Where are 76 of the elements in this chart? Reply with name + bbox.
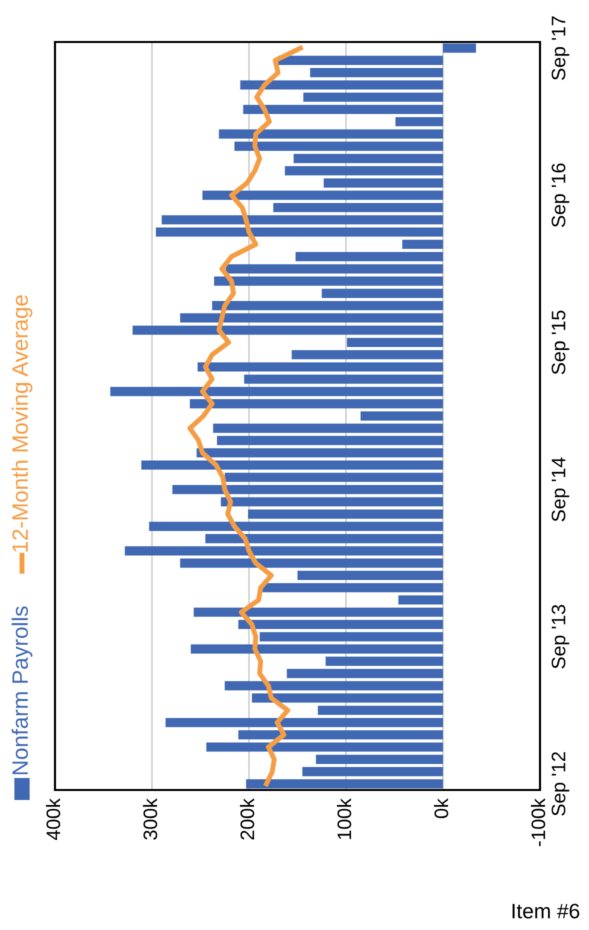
bar bbox=[296, 252, 443, 262]
bar bbox=[246, 779, 443, 788]
bar bbox=[214, 276, 443, 286]
x-tick-label: -100k bbox=[530, 798, 546, 846]
bar bbox=[286, 668, 443, 678]
bar bbox=[220, 497, 443, 506]
y-tick-label: Sep '15 bbox=[552, 310, 570, 374]
bar bbox=[238, 620, 443, 630]
bar bbox=[149, 522, 443, 531]
bar bbox=[156, 227, 443, 237]
bar bbox=[224, 681, 443, 690]
bar bbox=[190, 644, 443, 654]
bar bbox=[248, 510, 443, 519]
bar bbox=[310, 68, 443, 78]
bar bbox=[162, 215, 443, 224]
bar bbox=[402, 240, 443, 249]
bar bbox=[303, 92, 443, 102]
y-tick-label: Sep '17 bbox=[552, 16, 570, 80]
bar bbox=[244, 374, 443, 384]
bar bbox=[326, 656, 443, 666]
text: 12-Month Moving Average bbox=[12, 295, 32, 552]
y-tick-label: Sep '14 bbox=[552, 457, 570, 522]
bar bbox=[212, 301, 443, 310]
bar bbox=[278, 56, 443, 65]
bar bbox=[302, 767, 443, 776]
bar bbox=[273, 202, 443, 212]
y-tick-label: Sep '12 bbox=[552, 752, 570, 816]
bar bbox=[398, 595, 443, 605]
bar bbox=[180, 558, 443, 568]
bar bbox=[124, 546, 443, 556]
bar bbox=[238, 730, 443, 740]
x-tick-label: 300k bbox=[142, 798, 158, 840]
bar bbox=[218, 129, 443, 139]
bar bbox=[294, 154, 443, 164]
bar bbox=[284, 166, 443, 176]
bar bbox=[132, 326, 443, 335]
bar bbox=[141, 460, 443, 470]
y-tick-label: Sep '13 bbox=[552, 604, 570, 669]
y-tick-label: Sep '16 bbox=[552, 163, 570, 228]
bar bbox=[316, 754, 443, 764]
bar bbox=[226, 264, 443, 274]
bar bbox=[240, 80, 443, 90]
bar bbox=[443, 44, 476, 53]
bar bbox=[224, 472, 443, 482]
bar bbox=[243, 104, 443, 114]
bar bbox=[110, 386, 443, 396]
bar bbox=[298, 570, 443, 580]
bar bbox=[172, 484, 443, 494]
bar bbox=[322, 288, 443, 298]
bar bbox=[262, 583, 443, 592]
bar bbox=[360, 411, 443, 421]
bar bbox=[180, 313, 443, 322]
bar bbox=[213, 424, 443, 433]
x-tick-label: 0k bbox=[434, 798, 448, 818]
bar bbox=[318, 706, 443, 715]
x-tick-label: 200k bbox=[240, 798, 254, 840]
bar bbox=[292, 350, 443, 360]
x-tick-label: 400k bbox=[46, 798, 60, 840]
bar bbox=[198, 362, 443, 372]
bar bbox=[196, 448, 443, 458]
bar bbox=[346, 338, 443, 348]
bar bbox=[190, 399, 443, 408]
text: Item #6 bbox=[512, 904, 580, 918]
bar bbox=[202, 190, 443, 200]
bar bbox=[324, 178, 443, 188]
bar bbox=[206, 742, 443, 752]
text: Nonfarm Payrolls bbox=[12, 606, 32, 774]
bar bbox=[260, 632, 443, 642]
bar bbox=[194, 608, 443, 617]
bar bbox=[216, 436, 443, 446]
bar bbox=[252, 693, 443, 703]
x-tick-label: 100k bbox=[336, 798, 352, 840]
bar bbox=[166, 718, 443, 728]
bar bbox=[205, 534, 443, 544]
bar bbox=[395, 117, 443, 126]
bar bbox=[234, 142, 443, 151]
